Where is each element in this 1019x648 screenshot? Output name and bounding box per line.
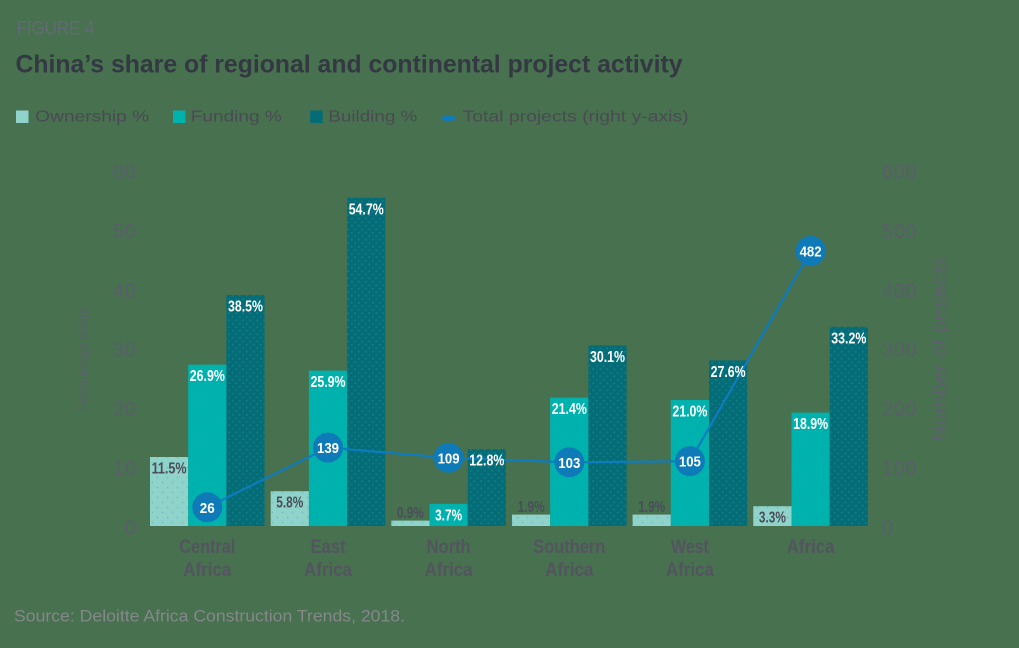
svg-text:Africa: Africa xyxy=(425,560,473,581)
svg-text:FIGURE 4: FIGURE 4 xyxy=(17,19,95,40)
svg-text:West: West xyxy=(671,537,710,558)
svg-text:10: 10 xyxy=(113,458,136,480)
svg-text:27.6%: 27.6% xyxy=(711,364,746,381)
svg-text:Total projects (right y-axis): Total projects (right y-axis) xyxy=(463,109,689,126)
svg-text:20: 20 xyxy=(113,399,136,421)
svg-text:0.9%: 0.9% xyxy=(397,505,424,522)
svg-text:33.2%: 33.2% xyxy=(831,330,866,347)
svg-text:26.9%: 26.9% xyxy=(190,368,225,385)
svg-text:1.9%: 1.9% xyxy=(518,499,545,516)
svg-text:Southern: Southern xyxy=(533,537,605,558)
svg-text:12.8%: 12.8% xyxy=(469,453,504,470)
svg-text:54.7%: 54.7% xyxy=(349,201,384,218)
svg-text:200: 200 xyxy=(882,399,917,421)
svg-text:103: 103 xyxy=(558,455,580,472)
svg-text:100: 100 xyxy=(882,458,917,480)
svg-text:11.5%: 11.5% xyxy=(152,461,187,478)
svg-text:18.9%: 18.9% xyxy=(793,416,828,433)
svg-text:Africa: Africa xyxy=(666,560,714,581)
svg-text:3.7%: 3.7% xyxy=(435,507,462,524)
svg-text:400: 400 xyxy=(882,280,917,302)
svg-text:1.9%: 1.9% xyxy=(638,499,665,516)
svg-text:3.3%: 3.3% xyxy=(759,510,786,527)
svg-text:105: 105 xyxy=(679,454,701,471)
svg-text:109: 109 xyxy=(438,450,460,467)
svg-text:500: 500 xyxy=(882,221,917,243)
svg-text:Funding %: Funding % xyxy=(191,109,282,126)
svg-text:China’s share of regional and: China’s share of regional and continenta… xyxy=(16,51,683,79)
svg-text:21.0%: 21.0% xyxy=(672,404,707,421)
svg-text:Central: Central xyxy=(179,537,235,558)
svg-text:North: North xyxy=(427,537,471,558)
svg-text:Africa: Africa xyxy=(183,560,231,581)
svg-text:60: 60 xyxy=(113,162,136,184)
svg-text:Africa: Africa xyxy=(304,560,352,581)
svg-text:30.1%: 30.1% xyxy=(590,349,625,366)
svg-text:26: 26 xyxy=(200,500,215,517)
svg-text:40: 40 xyxy=(113,280,136,302)
svg-text:Africa: Africa xyxy=(545,560,593,581)
svg-text:600: 600 xyxy=(882,162,917,184)
svg-text:300: 300 xyxy=(882,340,917,362)
svg-text:East: East xyxy=(311,537,347,558)
svg-text:482: 482 xyxy=(800,244,822,261)
svg-text:0: 0 xyxy=(125,518,137,540)
svg-text:50: 50 xyxy=(113,221,136,243)
svg-text:5.8%: 5.8% xyxy=(276,495,303,512)
svg-text:25.9%: 25.9% xyxy=(311,374,346,391)
svg-text:Source: Deloitte Africa Constr: Source: Deloitte Africa Construction Tre… xyxy=(14,608,405,626)
svg-text:30: 30 xyxy=(113,340,136,362)
svg-text:21.4%: 21.4% xyxy=(552,401,587,418)
svg-text:Ownership %: Ownership % xyxy=(35,109,149,126)
svg-text:Number of projects: Number of projects xyxy=(930,257,951,441)
svg-text:139: 139 xyxy=(317,440,339,457)
svg-text:Building %: Building % xyxy=(328,109,417,126)
svg-text:0: 0 xyxy=(882,518,894,540)
svg-text:38.5%: 38.5% xyxy=(228,299,263,316)
svg-text:Percentage share: Percentage share xyxy=(75,306,91,411)
svg-text:Africa: Africa xyxy=(787,537,835,558)
